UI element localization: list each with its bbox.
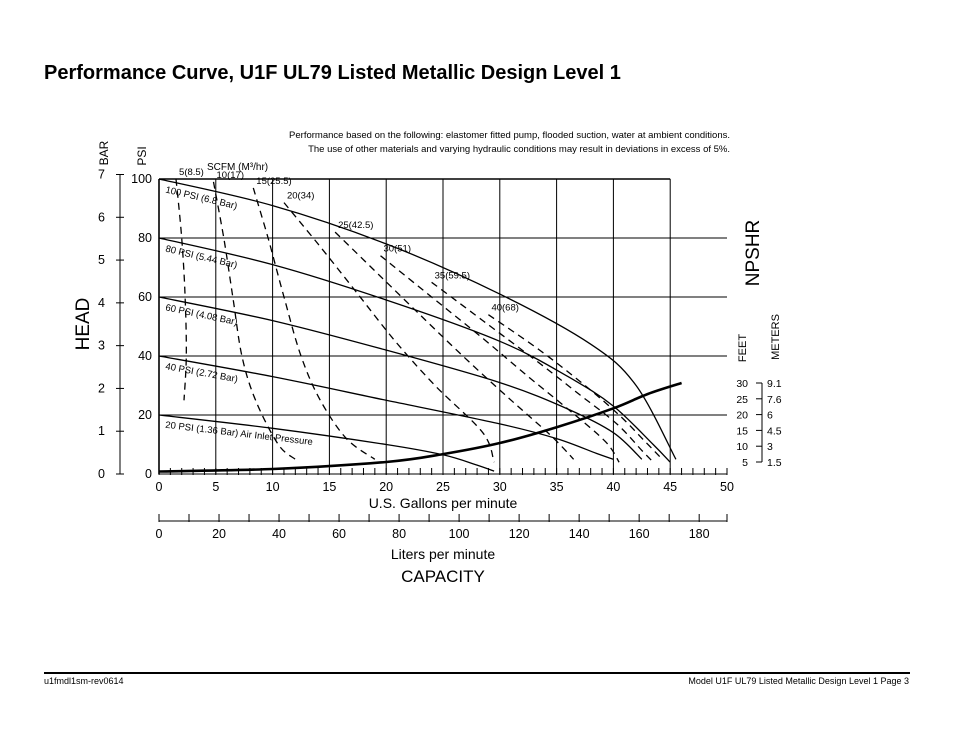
npshr-meters-label: METERS	[770, 314, 782, 360]
pressure-curve-line	[158, 296, 643, 460]
npshr-feet-tick-label: 5	[742, 457, 748, 469]
air-consumption-curve-label: 10(17)	[217, 170, 244, 181]
x-axis-label-lpm: Liters per minute	[391, 546, 495, 562]
performance-note-line-1: Performance based on the following: elas…	[289, 130, 730, 141]
air-consumption-curve-line	[488, 314, 663, 460]
air-consumption-curve-label: 25(42.5)	[338, 220, 373, 231]
y-axis-label-psi: PSI	[135, 146, 149, 165]
pressure-curve-label: 40 PSI (2.72 Bar)	[164, 361, 238, 385]
chart-labels: HEAD PSI BAR SCFM (M³/hr) NPSHR FEET MET…	[73, 140, 782, 586]
bar-tick-label: 4	[98, 296, 105, 310]
footer-page-info: Model U1F UL79 Listed Metallic Design Le…	[688, 676, 909, 686]
liters-tick-label: 40	[272, 527, 286, 541]
liters-tick-label: 140	[569, 527, 590, 541]
liters-tick-label: 160	[629, 527, 650, 541]
liters-tick-label: 80	[392, 527, 406, 541]
npshr-feet-tick-label: 15	[736, 425, 748, 437]
footer-document-code: u1fmdl1sm-rev0614	[44, 676, 124, 686]
pressure-curve-line	[158, 414, 495, 472]
pressure-curve-line	[158, 237, 671, 463]
x-tick-label: 40	[606, 480, 620, 494]
air-consumption-curve-line	[380, 255, 620, 463]
air-consumption-curve-label: 20(34)	[287, 191, 314, 202]
psi-tick-label: 100	[131, 172, 152, 186]
npshr-meters-tick-label: 7.6	[767, 394, 782, 406]
pressure-curve-line	[158, 178, 677, 460]
air-consumption-curve-line	[175, 178, 187, 401]
npshr-meters-tick-label: 3	[767, 441, 773, 453]
npshr-meters-tick-label: 4.5	[767, 425, 782, 437]
x-tick-label: 10	[266, 480, 280, 494]
footer-divider	[44, 672, 910, 674]
bar-tick-label: 5	[98, 253, 105, 267]
liters-tick-label: 60	[332, 527, 346, 541]
npshr-meters-tick-label: 1.5	[767, 457, 782, 469]
npshr-feet-label: FEET	[737, 334, 749, 362]
bar-tick-label: 2	[98, 381, 105, 395]
psi-tick-label: 0	[145, 467, 152, 481]
air-consumption-curve-line	[334, 231, 575, 460]
air-consumption-curve-label: 35(59.5)	[435, 270, 470, 281]
x-tick-label: 20	[379, 480, 393, 494]
psi-tick-label: 80	[138, 231, 152, 245]
npshr-curve-line	[158, 381, 682, 473]
performance-note: Performance based on the following: elas…	[200, 129, 730, 157]
performance-note-line-2: The use of other materials and varying h…	[308, 144, 730, 155]
liters-tick-label: 120	[509, 527, 530, 541]
liters-tick-label: 20	[212, 527, 226, 541]
air-consumption-curve-label: 15(25.5)	[256, 176, 291, 187]
psi-tick-label: 40	[138, 349, 152, 363]
psi-tick-label: 60	[138, 290, 152, 304]
npshr-label: NPSHR	[743, 220, 764, 287]
pressure-curve-label: 60 PSI (4.08 Bar)	[164, 302, 238, 328]
air-consumption-curve-label: 40(68)	[491, 303, 518, 314]
bar-tick-label: 7	[98, 167, 105, 181]
liters-tick-label: 0	[156, 527, 163, 541]
x-tick-label: 5	[212, 480, 219, 494]
chart-grid	[158, 178, 727, 474]
air-consumption-curve-line	[252, 187, 376, 460]
npshr-meters-tick-label: 6	[767, 410, 773, 422]
bar-tick-label: 6	[98, 210, 105, 224]
npshr-feet-tick-label: 20	[736, 410, 748, 422]
bar-tick-label: 0	[98, 467, 105, 481]
x-tick-label: 15	[322, 480, 336, 494]
chart-curves: 100 PSI (6.8 Bar)80 PSI (5.44 Bar)60 PSI…	[158, 167, 682, 473]
npshr-feet-tick-label: 10	[736, 441, 748, 453]
x-axis-label-gpm: U.S. Gallons per minute	[369, 495, 518, 511]
chart-ticks: 0 5 10 15 20 25 30 35 40 45 5002040608010001234567…	[98, 167, 782, 541]
liters-tick-label: 180	[689, 527, 710, 541]
x-tick-label: 0	[156, 480, 163, 494]
bar-tick-label: 1	[98, 424, 105, 438]
npshr-meters-tick-label: 9.1	[767, 378, 782, 390]
x-tick-label: 50	[720, 480, 734, 494]
y-axis-label-head: HEAD	[73, 298, 94, 351]
psi-tick-label: 20	[138, 408, 152, 422]
air-consumption-curve-line	[431, 281, 654, 463]
npshr-feet-tick-label: 30	[736, 378, 748, 390]
air-consumption-curve-line	[283, 202, 495, 463]
bar-tick-label: 3	[98, 339, 105, 353]
page-title: Performance Curve, U1F UL79 Listed Metal…	[44, 62, 621, 84]
performance-curve-chart: 0 5 10 15 20 25 30 35 40 45 5002040608010001234567…	[73, 140, 782, 586]
air-consumption-label: SCFM (M³/hr)	[207, 162, 268, 173]
x-tick-label: 30	[493, 480, 507, 494]
y-axis-label-bar: BAR	[97, 140, 111, 165]
npshr-feet-tick-label: 25	[736, 394, 748, 406]
air-consumption-curve-label: 5(8.5)	[179, 167, 204, 178]
x-tick-label: 25	[436, 480, 450, 494]
x-tick-label: 45	[663, 480, 677, 494]
x-axis-label-capacity: CAPACITY	[401, 567, 485, 586]
liters-tick-label: 100	[449, 527, 470, 541]
x-tick-label: 35	[550, 480, 564, 494]
air-consumption-curve-label: 30(51)	[384, 244, 411, 255]
